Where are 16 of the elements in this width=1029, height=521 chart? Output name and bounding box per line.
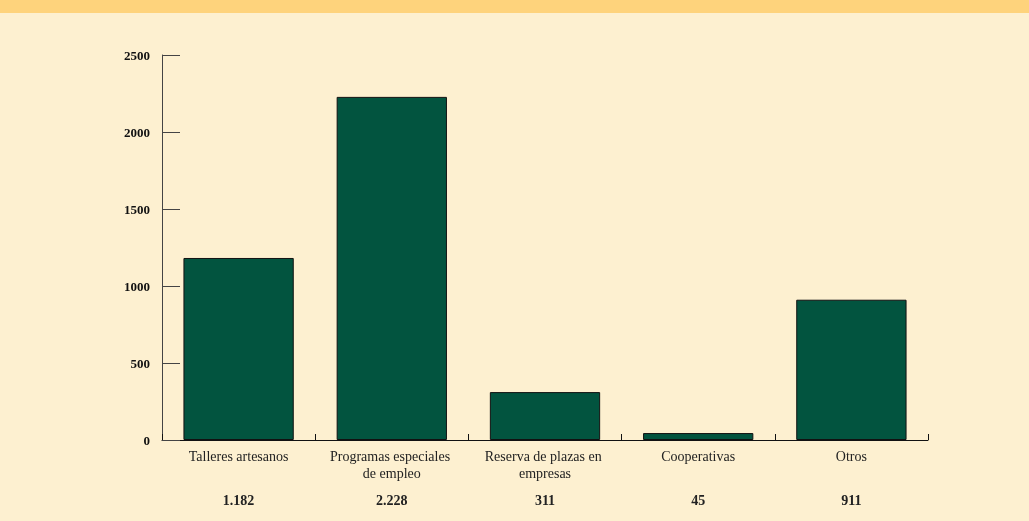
- x-tick-label: Cooperativas: [661, 449, 736, 464]
- x-tick-label: Talleres artesanos: [188, 449, 289, 464]
- data-label: 1.182: [222, 492, 255, 508]
- y-tick-label: 2000: [124, 124, 150, 140]
- y-tick-label: 1500: [124, 201, 150, 217]
- x-tick-label: Otros: [835, 449, 867, 464]
- data-label: 45: [691, 492, 706, 508]
- x-tick-label: Programas especiales de empleo: [329, 449, 454, 481]
- y-tick-label: 2500: [124, 47, 150, 63]
- y-tick-label: 0: [143, 432, 150, 448]
- x-tick-label: Reserva de plazas en empresas: [484, 449, 606, 481]
- data-label: 2.228: [376, 492, 408, 508]
- y-tick-label: 500: [130, 355, 150, 371]
- data-label: 911: [841, 492, 862, 508]
- y-tick-label: 1000: [124, 278, 150, 294]
- data-label: 311: [534, 492, 556, 508]
